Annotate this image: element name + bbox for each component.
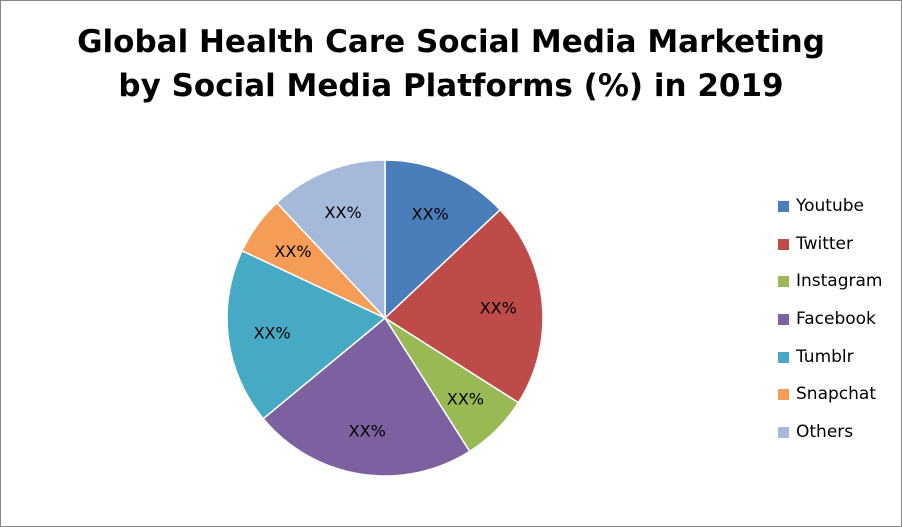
legend-swatch (778, 314, 789, 326)
legend-label: Others (796, 422, 854, 443)
pie-slice-tumblr (226, 249, 387, 420)
pie-slice-twitter (383, 208, 544, 404)
data-label-others: XX% (325, 203, 362, 222)
data-label-youtube: XX% (412, 205, 449, 224)
legend-label: Tumblr (796, 346, 854, 367)
data-label-snapchat: XX% (274, 242, 311, 261)
chart-title: Global Health Care Social Media Marketin… (0, 20, 902, 108)
legend-label: Instagram (796, 271, 883, 292)
legend-label: Facebook (796, 309, 876, 330)
legend-swatch (778, 389, 789, 401)
legend-swatch (778, 238, 789, 250)
legend-swatch (778, 351, 789, 363)
pie-slice-youtube (384, 159, 502, 320)
legend-label: Twitter (796, 233, 853, 254)
legend-swatch (778, 427, 789, 439)
pie-slice-facebook (262, 316, 471, 477)
chart-title-line-1: Global Health Care Social Media Marketin… (77, 24, 825, 60)
legend-swatch (778, 201, 789, 212)
legend-label: Snapchat (796, 384, 876, 405)
data-label-instagram: XX% (447, 389, 484, 408)
legend-label: Youtube (796, 196, 864, 216)
chart-title-line-2: by Social Media Platforms (%) in 2019 (118, 68, 784, 104)
data-label-facebook: XX% (349, 421, 386, 440)
legend-swatch (778, 276, 789, 288)
data-label-tumblr: XX% (254, 323, 291, 342)
pie-slice-others (275, 159, 386, 320)
data-label-twitter: XX% (480, 298, 517, 317)
